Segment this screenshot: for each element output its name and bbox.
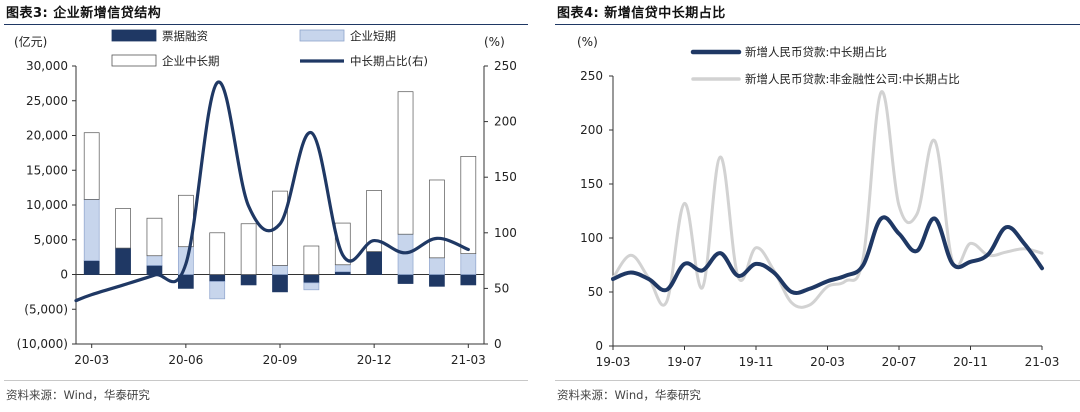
- right-tick-label: 50: [494, 281, 509, 295]
- x-tick-label: 21-03: [1025, 355, 1060, 369]
- y-tick-label: 50: [588, 285, 603, 299]
- bar-segment: [366, 190, 383, 252]
- bar-segment: [83, 132, 100, 200]
- bar-segment: [240, 274, 257, 286]
- y-axis-unit: (%): [577, 35, 598, 49]
- x-tick-label: 20-06: [168, 353, 203, 367]
- x-tick-label: 19-03: [596, 355, 631, 369]
- chart-panel-long-term-share: 图表4: 新增信贷中长期占比 (%) 250 200 150 100 50 0 19-03 19…: [551, 0, 1080, 412]
- stacked-bar-line-chart: (亿元) (%) 30,000 25,000 20,000 15,000 10,000 5,0…: [14, 29, 517, 367]
- left-tick-label: 10,000: [26, 198, 68, 212]
- legend-label: 新增人民币贷款:非金融性公司:中长期占比: [745, 72, 960, 86]
- left-axis-unit: (亿元): [14, 34, 47, 49]
- right-tick-label: 200: [494, 115, 517, 129]
- bar-segment: [209, 232, 226, 275]
- bar-segment: [209, 274, 226, 282]
- bar-segment: [83, 260, 100, 275]
- left-tick-label: 30,000: [26, 59, 68, 73]
- x-tick-label: 21-03: [451, 353, 486, 367]
- chart-panel-credit-structure: 图表3: 企业新增信贷结构 (亿元) (%) 30,000 25,000 20,000 1…: [0, 0, 528, 412]
- left-tick-label: 20,000: [26, 129, 68, 143]
- title-rule: [4, 24, 528, 25]
- bar-segment: [209, 281, 226, 300]
- footer-rule: [555, 380, 1080, 381]
- left-tick-label: 5,000: [34, 233, 68, 247]
- x-tick-label: 20-09: [263, 353, 298, 367]
- bar-segment: [429, 179, 445, 259]
- bar-segment: [115, 208, 131, 249]
- bar-segment: [115, 247, 131, 275]
- series-line: [611, 90, 1044, 309]
- legend-label: 中长期占比(右): [350, 54, 428, 68]
- x-tick-label: 19-07: [667, 355, 702, 369]
- bar-segment: [272, 265, 288, 275]
- bar-segment: [460, 156, 477, 255]
- series-line: [611, 215, 1044, 295]
- y-tick-label: 200: [580, 123, 603, 137]
- legend-label: 企业短期: [350, 29, 396, 43]
- legend-swatch: [299, 29, 345, 42]
- legend-swatch: [111, 54, 157, 67]
- left-tick-label: 25,000: [26, 94, 68, 108]
- title-rule: [555, 24, 1080, 25]
- x-tick-label: 20-03: [74, 353, 109, 367]
- y-tick-label: 0: [595, 339, 603, 353]
- bar-segment: [334, 264, 351, 273]
- right-tick-label: 150: [494, 170, 517, 184]
- share-line: [74, 80, 470, 303]
- x-tick-label: 20-03: [810, 355, 845, 369]
- x-tick-label: 20-12: [357, 353, 392, 367]
- bar-segment: [334, 222, 351, 266]
- y-tick-label: 100: [580, 231, 603, 245]
- legend-swatch: [111, 29, 157, 42]
- right-tick-label: 250: [494, 59, 517, 73]
- legend-label: 新增人民币贷款:中长期占比: [745, 45, 887, 59]
- bar-segment: [146, 217, 163, 257]
- left-tick-label: 15,000: [26, 163, 68, 177]
- bar-segment: [83, 199, 100, 261]
- source-note: 资料来源：Wind，华泰研究: [6, 388, 150, 402]
- bar-segment: [460, 253, 477, 275]
- legend-label: 票据融资: [162, 29, 208, 43]
- bar-segment: [397, 91, 414, 235]
- bar-segment: [460, 274, 477, 286]
- panel-title: 图表4: 新增信贷中长期占比: [557, 6, 726, 21]
- right-tick-label: 0: [494, 337, 502, 351]
- bar-segment: [146, 255, 163, 266]
- left-tick-label: (5,000): [24, 302, 68, 316]
- left-tick-label: (10,000): [17, 337, 68, 351]
- bar-segment: [334, 271, 351, 275]
- left-tick-label: 0: [60, 268, 68, 282]
- right-axis-unit: (%): [484, 35, 505, 49]
- y-tick-label: 250: [580, 69, 603, 83]
- x-tick-label: 20-11: [953, 355, 988, 369]
- right-tick-label: 100: [494, 226, 517, 240]
- y-tick-label: 150: [580, 177, 603, 191]
- x-tick-label: 19-11: [739, 355, 774, 369]
- bar-segment: [272, 274, 288, 293]
- bar-segment: [429, 257, 445, 275]
- bar-segment: [303, 245, 320, 275]
- footer-rule: [4, 380, 528, 381]
- bar-segment: [366, 251, 383, 275]
- bar-segment: [146, 265, 163, 275]
- source-note: 资料来源：Wind，华泰研究: [557, 388, 701, 402]
- bar-segment: [303, 274, 320, 284]
- legend-label: 企业中长期: [162, 54, 220, 68]
- bar-segment: [429, 274, 445, 287]
- line-chart: (%) 250 200 150 100 50 0 19-03 19-07 19-11 20-03 20…: [577, 35, 1060, 369]
- panel-title: 图表3: 企业新增信贷结构: [6, 6, 162, 21]
- bar-segment: [240, 223, 257, 275]
- x-tick-label: 20-07: [882, 355, 917, 369]
- bar-segment: [397, 274, 414, 284]
- bar-segment: [303, 282, 320, 291]
